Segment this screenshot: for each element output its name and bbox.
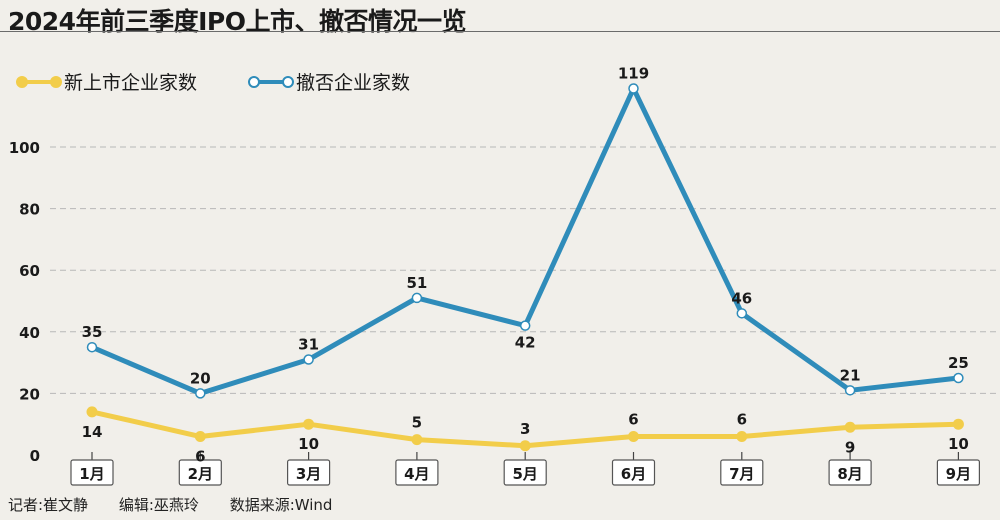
grid-lines [50,146,1000,394]
data-label: 51 [406,274,427,292]
data-labels: 35 20 31 51 42 119 46 21 25 14 6 10 5 3 6 6 9 10 [82,64,969,465]
data-point [195,388,206,399]
x-tick-box [287,459,331,486]
data-point [86,406,98,418]
data-point [736,431,748,443]
legend-marker [50,76,62,88]
data-point [736,308,748,319]
y-tick-label: 0 [30,447,40,465]
x-tick-box [611,459,656,486]
data-label: 10 [948,435,969,453]
data-label: 10 [298,435,319,453]
x-tick-box [503,459,547,486]
data-point [952,418,964,430]
data-label: 42 [515,334,536,352]
data-point [303,354,314,365]
data-label: 6 [628,411,638,429]
legend-label: 撤否企业家数 [296,72,410,94]
source-credit: 数据来源:Wind [229,496,333,514]
data-point [628,83,639,94]
data-label: 46 [731,289,752,307]
data-point [953,372,964,384]
x-tick-label: 9月 [946,465,971,483]
data-point [844,385,856,396]
x-tick-label: 2月 [188,465,213,483]
data-label: 31 [298,336,319,354]
data-label: 14 [82,423,103,441]
data-label: 9 [845,438,855,456]
legend-marker [248,76,260,88]
x-tick-box [70,459,114,486]
x-tick-label: 8月 [837,465,862,483]
x-tick-box [720,459,764,486]
footer-credits: 记者:崔文静 编辑:巫燕玲 数据来源:Wind [8,494,358,515]
y-tick-label: 100 [9,139,40,157]
data-point [86,341,98,353]
data-point [519,320,531,331]
data-point [411,292,423,304]
data-label: 3 [520,420,530,438]
legend-label: 新上市企业家数 [64,72,197,94]
y-tick-label: 40 [19,324,40,342]
y-axis-ticks: 0 20 40 60 80 100 [9,139,40,465]
x-tick-box [178,459,222,486]
data-point [194,431,206,443]
legend: 新上市企业家数 撤否企业家数 [16,72,410,94]
data-label: 119 [618,64,649,82]
y-tick-label: 20 [19,385,40,403]
data-label: 25 [948,354,969,372]
data-label: 20 [190,369,211,387]
x-tick-label: 3月 [296,465,321,483]
x-tick-label: 5月 [512,465,537,483]
legend-marker [16,76,28,88]
y-tick-label: 60 [19,262,40,280]
data-point [303,418,315,430]
data-label: 6 [195,448,205,466]
data-label: 5 [412,414,422,432]
data-point [411,434,423,446]
data-label: 35 [82,323,103,341]
x-tick-label: 1月 [79,465,104,483]
series [86,83,964,452]
line-chart: 0 20 40 60 80 100 1月 2月 3月 4月 5月 6月 7月 8月 9月 新上市企业家数 撤… [9,64,1000,486]
y-tick-label: 80 [19,201,40,219]
x-tick-label: 7月 [729,465,754,483]
data-point [844,421,856,433]
x-tick-label: 6月 [621,465,646,483]
x-tick-box [828,459,872,486]
editor-credit: 编辑:巫燕玲 [118,496,199,514]
data-point [628,431,639,443]
data-label: 21 [840,366,861,384]
x-axis-ticks: 1月 2月 3月 4月 5月 6月 7月 8月 9月 [70,452,981,486]
data-point [519,440,531,452]
x-tick-label: 4月 [404,465,429,483]
legend-marker [282,76,294,88]
x-tick-box [936,459,981,486]
title-divider [0,31,1000,32]
reporter-credit: 记者:崔文静 [8,496,89,514]
x-tick-box [395,459,439,486]
data-label: 6 [737,411,747,429]
